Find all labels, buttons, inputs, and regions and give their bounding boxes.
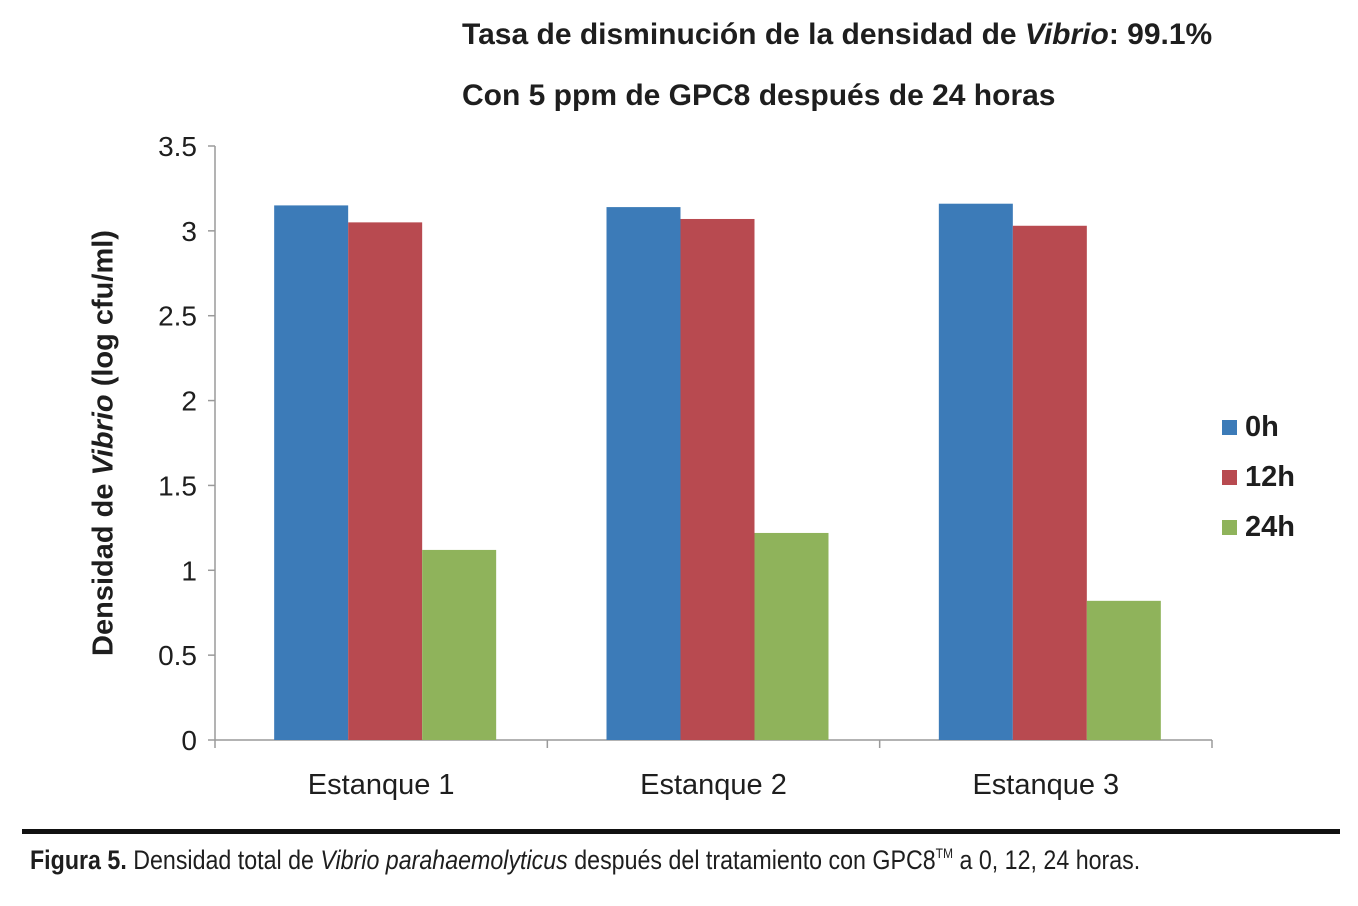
legend: 0h 12h 24h (1222, 402, 1295, 552)
legend-item-12h: 12h (1222, 452, 1295, 502)
y-tick-label: 0.5 (158, 640, 197, 671)
caption-divider (22, 829, 1340, 834)
bar-24h-estanque-1 (422, 549, 497, 740)
y-tick-label: 1.5 (158, 470, 197, 501)
bar-chart: 0 0.5 1 1.5 2 2.5 3 3.5 Estanque 1 Estanque 2 Esta… (158, 131, 1213, 801)
legend-label-0h: 0h (1245, 410, 1279, 443)
legend-swatch-24h (1222, 519, 1237, 535)
chart-title-line-2: Con 5 ppm de GPC8 después de 24 horas (462, 79, 1056, 112)
caption-italic: Vibrio parahaemolyticus (320, 845, 568, 875)
legend-label-24h: 24h (1245, 510, 1295, 543)
y-tick-label: 1 (181, 555, 197, 586)
caption-text-2: después del tratamiento con GPC8 (567, 845, 936, 875)
y-tick-label: 2 (181, 386, 197, 417)
caption-label: Figura 5. (30, 845, 127, 875)
legend-item-0h: 0h (1222, 402, 1295, 452)
bar-0h-estanque-3 (938, 203, 1013, 740)
bar-0h-estanque-2 (606, 207, 681, 740)
x-category-label: Estanque 1 (308, 769, 455, 801)
bar-12h-estanque-2 (680, 218, 755, 740)
y-tick-label: 3 (181, 216, 197, 247)
legend-swatch-12h (1222, 469, 1237, 485)
title-italic: Vibrio (1024, 18, 1109, 51)
legend-item-24h: 24h (1222, 502, 1295, 552)
bar-12h-estanque-3 (1012, 225, 1087, 740)
caption-tm: TM (935, 845, 954, 861)
y-tick-label: 3.5 (158, 131, 197, 162)
chart-title-line-1: Tasa de disminución de la densidad de Vi… (462, 18, 1212, 52)
bar-12h-estanque-1 (348, 222, 423, 740)
legend-label-12h: 12h (1245, 460, 1295, 493)
bar-24h-estanque-3 (1086, 600, 1161, 740)
figure-caption: Figura 5. Densidad total de Vibrio parah… (30, 845, 1140, 876)
caption-text-3: a 0, 12, 24 horas. (953, 845, 1141, 875)
y-tick-label: 2.5 (158, 301, 197, 332)
legend-swatch-0h (1222, 419, 1237, 435)
x-category-label: Estanque 2 (640, 769, 787, 801)
title-suffix: : 99.1% (1108, 18, 1213, 51)
bar-24h-estanque-2 (754, 532, 829, 740)
bar-0h-estanque-1 (274, 205, 349, 740)
y-tick-label: 0 (181, 725, 197, 756)
title-prefix: Tasa de disminución de la densidad de (462, 18, 1025, 51)
x-category-label: Estanque 3 (972, 769, 1119, 801)
caption-text-1: Densidad total de (126, 845, 321, 875)
